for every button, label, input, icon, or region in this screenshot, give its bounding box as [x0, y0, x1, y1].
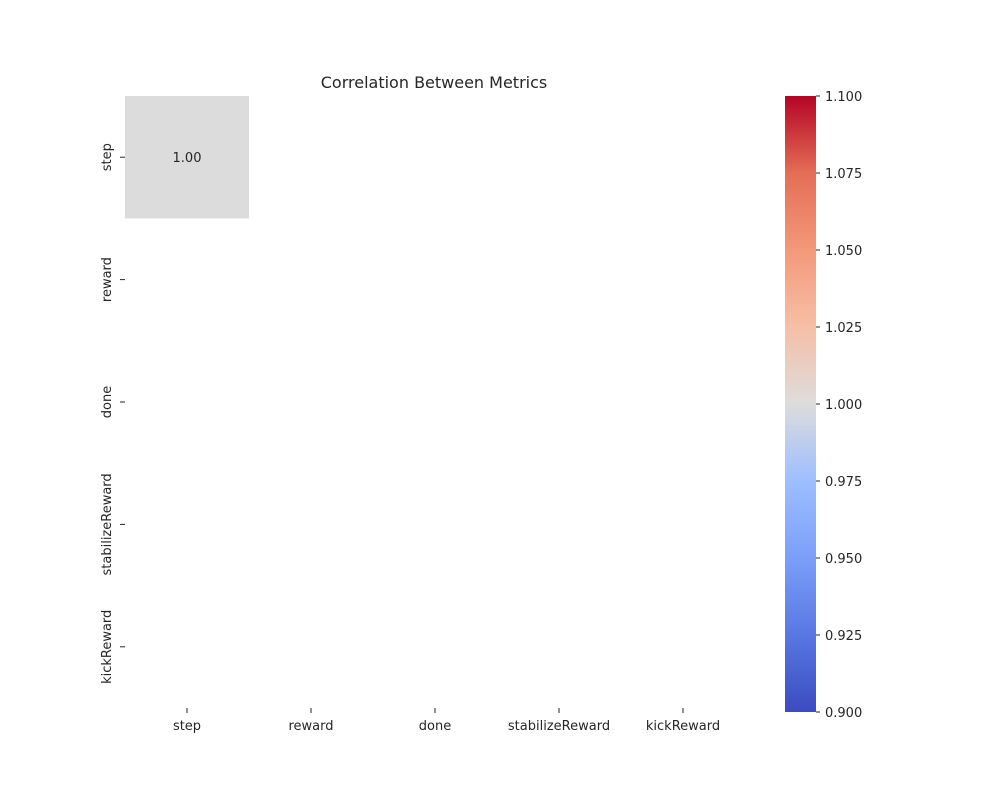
colorbar: [785, 96, 816, 712]
x-tick-label: reward: [288, 719, 333, 734]
heatmap-cell: [125, 96, 249, 219]
chart-title: Correlation Between Metrics: [321, 73, 547, 92]
colorbar-tick-label: 1.025: [825, 321, 862, 336]
y-axis: step reward done stabilizeReward kickReward: [100, 143, 125, 684]
x-tick-label: stabilizeReward: [508, 719, 610, 734]
colorbar-ticks: 0.900 0.925 0.950 0.975 1.000 1.025 1.050 1.075…: [816, 90, 862, 721]
heatmap-cells: [125, 96, 249, 219]
colorbar-tick-label: 1.100: [825, 90, 862, 105]
colorbar-tick-label: 1.075: [825, 167, 862, 182]
colorbar-tick-label: 0.925: [825, 629, 862, 644]
y-tick-label: done: [100, 386, 115, 418]
colorbar-tick-label: 0.975: [825, 475, 862, 490]
x-tick-label: done: [419, 719, 451, 734]
x-tick-label: step: [173, 719, 201, 734]
colorbar-tick-label: 1.050: [825, 244, 862, 259]
y-tick-label: kickReward: [100, 610, 115, 684]
y-tick-label: reward: [100, 257, 115, 302]
cell-value-label: 1.00: [173, 151, 202, 166]
x-axis: step reward done stabilizeReward kickReward: [173, 708, 720, 734]
y-tick-label: step: [100, 143, 115, 171]
heatmap-annotations: 1.00: [173, 151, 202, 166]
x-tick-label: kickReward: [646, 719, 720, 734]
y-tick-label: stabilizeReward: [100, 473, 115, 575]
colorbar-tick-label: 1.000: [825, 398, 862, 413]
colorbar-tick-label: 0.950: [825, 552, 862, 567]
colorbar-tick-label: 0.900: [825, 706, 862, 721]
